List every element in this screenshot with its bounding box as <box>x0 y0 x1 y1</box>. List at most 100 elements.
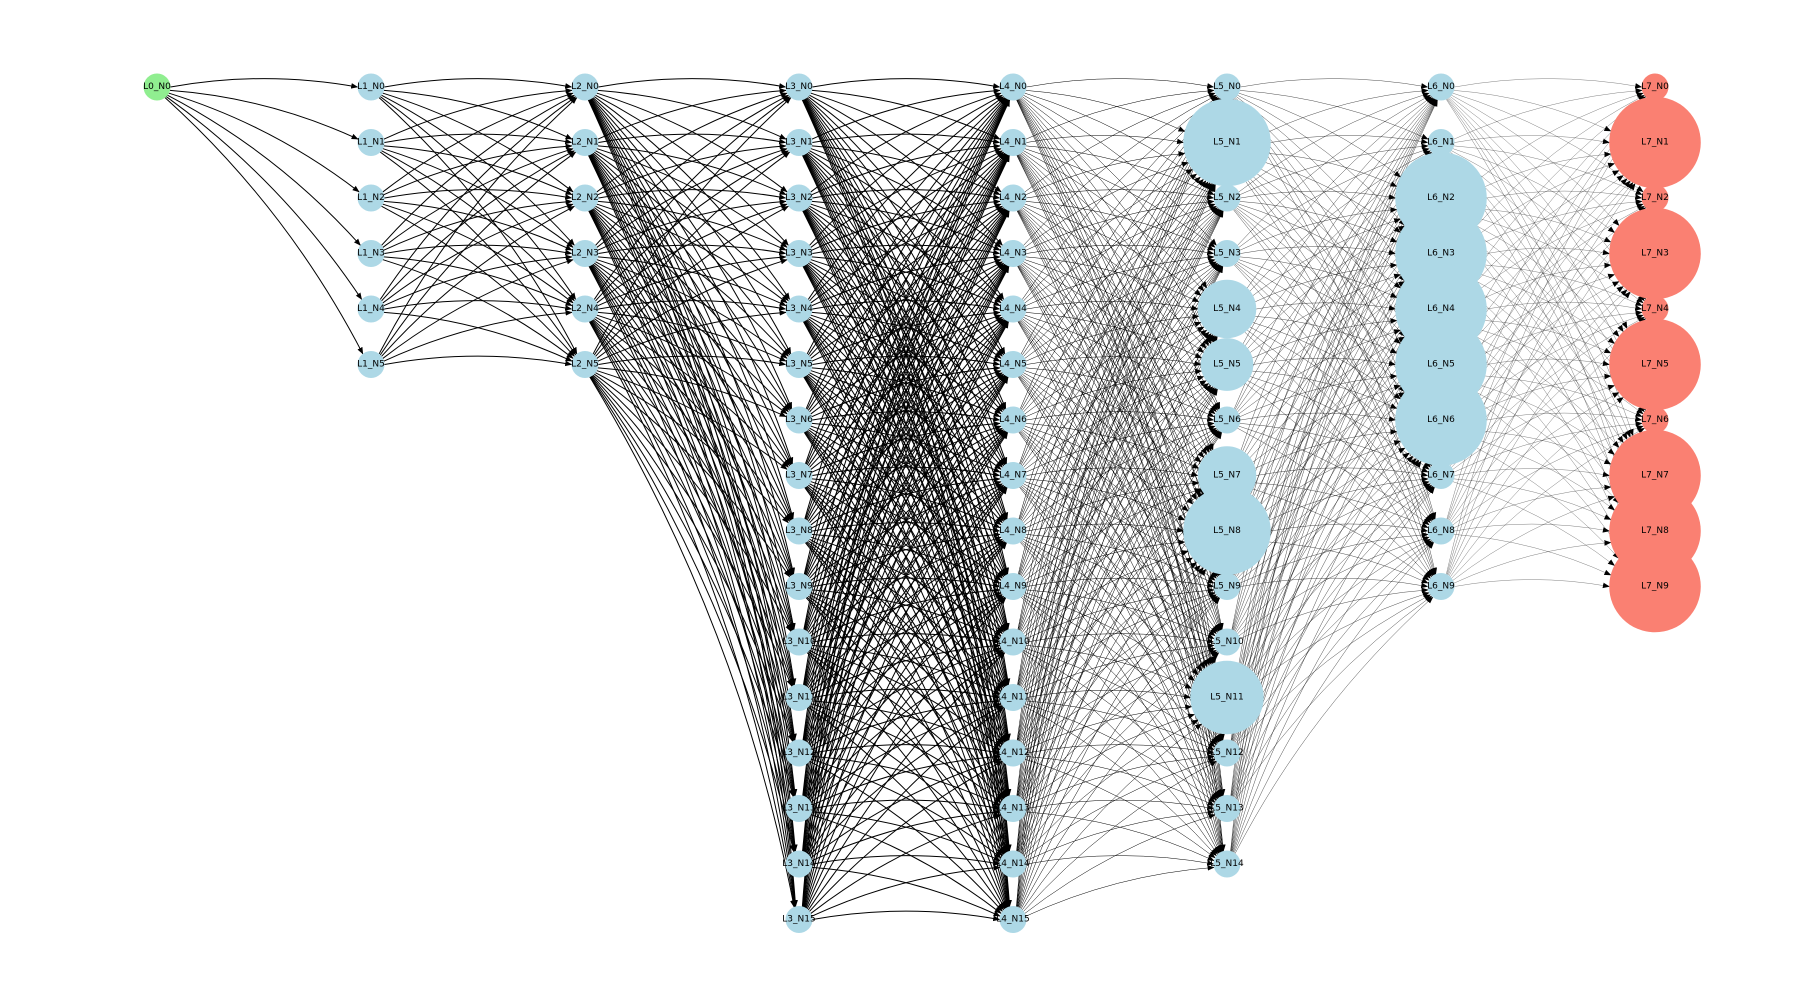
edge-L5_N11-to-L6_N2 <box>1241 239 1424 664</box>
edge-L4_N12-to-L5_N5 <box>1019 387 1215 742</box>
edge-L3_N14-to-L4_N12 <box>810 758 1002 859</box>
node-circle-L1_N4 <box>357 295 385 323</box>
edge-L2_N5-to-L3_N3 <box>596 258 788 359</box>
edge-L3_N8-to-L4_N11 <box>809 538 1003 690</box>
node-circle-L3_N5 <box>785 351 813 378</box>
edge-L2_N4-to-L3_N10 <box>591 319 793 632</box>
edge-L5_N9-to-L6_N8 <box>1239 532 1429 584</box>
edge-L5_N14-to-L6_N1 <box>1230 154 1438 852</box>
edge-L4_N1-to-L5_N11 <box>1017 154 1216 664</box>
edge-L4_N14-to-L5_N5 <box>1018 388 1217 852</box>
edge-L3_N4-to-L4_N13 <box>803 320 1010 797</box>
edge-L5_N1-to-L6_N0 <box>1269 88 1429 132</box>
node-L6_N8: L6_N8 <box>1427 517 1455 545</box>
edge-L3_N1-to-L4_N12 <box>803 154 1011 741</box>
edge-L2_N5-to-L3_N5 <box>598 355 787 367</box>
edge-L3_N11-to-L4_N15 <box>807 706 1005 911</box>
edge-L3_N14-to-L4_N14 <box>812 855 1001 866</box>
edge-L3_N15-to-L4_N6 <box>803 431 1009 908</box>
edge-L1_N2-to-L2_N5 <box>381 205 575 357</box>
edge-L1_N3-to-L2_N3 <box>384 244 573 256</box>
node-circle-L2_N3 <box>571 240 599 267</box>
node-circle-L3_N11 <box>785 684 813 711</box>
node-circle-L4_N1 <box>999 129 1027 156</box>
edge-L0_N0-to-L1_N1 <box>169 89 359 140</box>
edge-L4_N8-to-L5_N2 <box>1020 208 1221 520</box>
edge-L3_N4-to-L4_N0 <box>807 96 1005 300</box>
edge-L4_N15-to-L5_N11 <box>1022 723 1203 911</box>
node-circle-L6_N7 <box>1427 462 1455 489</box>
edge-L3_N7-to-L4_N0 <box>805 98 1007 465</box>
edge-L1_N2-to-L2_N4 <box>382 203 574 304</box>
edge-L5_N7-to-L6_N4 <box>1249 336 1406 458</box>
edge-L5_N13-to-L6_N9 <box>1236 595 1433 799</box>
edge-L4_N1-to-L5_N0 <box>1025 88 1215 140</box>
edge-L3_N9-to-L4_N8 <box>811 532 1001 584</box>
edge-L4_N12-to-L5_N13 <box>1025 756 1215 806</box>
edge-L3_N10-to-L4_N10 <box>812 633 1001 644</box>
edge-L3_N10-to-L4_N5 <box>806 374 1006 632</box>
edge-L4_N12-to-L5_N7 <box>1020 498 1210 743</box>
node-circle-L3_N10 <box>785 628 813 656</box>
edge-L6_N4-to-L7_N4 <box>1486 301 1643 311</box>
edge-L2_N3-to-L3_N11 <box>590 265 795 686</box>
edge-L4_N12-to-L5_N10 <box>1024 647 1216 748</box>
edge-L4_N5-to-L5_N14 <box>1018 376 1224 853</box>
edge-L5_N4-to-L6_N8 <box>1247 329 1432 522</box>
edge-L4_N5-to-L5_N10 <box>1020 374 1220 632</box>
edge-L5_N3-to-L6_N0 <box>1237 94 1431 246</box>
edge-L3_N5-to-L4_N5 <box>812 355 1001 367</box>
edge-L5_N5-to-L6_N5 <box>1253 357 1396 367</box>
edge-L5_N6-to-L6_N9 <box>1237 428 1431 579</box>
edge-L4_N5-to-L5_N11 <box>1020 375 1208 668</box>
edge-L1_N0-to-L2_N2 <box>382 92 574 193</box>
edge-L3_N12-to-L4_N4 <box>804 320 1008 742</box>
edge-L1_N3-to-L2_N5 <box>382 259 574 359</box>
edge-L3_N13-to-L4_N5 <box>804 376 1008 797</box>
edge-L4_N13-to-L5_N10 <box>1023 649 1217 801</box>
edge-L2_N4-to-L3_N4 <box>598 300 787 311</box>
edge-L3_N2-to-L4_N1 <box>811 143 1001 196</box>
edge-L5_N2-to-L6_N3 <box>1239 201 1398 243</box>
edge-L4_N14-to-L5_N11 <box>1023 719 1199 856</box>
edge-L4_N11-to-L5_N11 <box>1026 689 1191 700</box>
edge-L3_N14-to-L4_N0 <box>802 99 1010 852</box>
edge-L3_N2-to-L4_N13 <box>803 210 1011 797</box>
node-circle-L3_N1 <box>785 129 813 156</box>
edge-L5_N12-to-L6_N1 <box>1231 154 1437 741</box>
edge-L6_N3-to-L7_N3 <box>1486 247 1610 256</box>
edge-L4_N10-to-L5_N12 <box>1024 647 1216 748</box>
edge-L3_N11-to-L4_N13 <box>810 703 1002 803</box>
edge-L2_N4-to-L3_N5 <box>597 311 787 362</box>
edge-L4_N5-to-L5_N13 <box>1018 376 1223 797</box>
edge-L3_N10-to-L4_N8 <box>810 536 1002 637</box>
edge-L3_N9-to-L4_N2 <box>805 209 1007 576</box>
edge-L6_N2-to-L7_N3 <box>1485 209 1612 243</box>
edge-L4_N11-to-L5_N7 <box>1022 496 1208 689</box>
edge-L5_N5-to-L6_N2 <box>1247 225 1406 349</box>
edge-L6_N5-to-L7_N8 <box>1476 392 1620 504</box>
edge-L2_N1-to-L3_N4 <box>595 150 789 302</box>
node-circle-L1_N0 <box>357 73 385 101</box>
edge-L5_N13-to-L6_N5 <box>1232 405 1422 797</box>
edge-L4_N11-to-L5_N14 <box>1023 705 1217 857</box>
edge-L4_N10-to-L5_N6 <box>1022 429 1219 633</box>
edge-L4_N7-to-L5_N7 <box>1026 467 1199 478</box>
edge-L1_N5-to-L2_N0 <box>378 97 578 355</box>
edge-L4_N12-to-L5_N9 <box>1023 594 1217 745</box>
edge-L6_N5-to-L7_N6 <box>1485 375 1643 417</box>
edge-L3_N5-to-L4_N4 <box>811 310 1001 362</box>
edge-L3_N2-to-L4_N2 <box>812 189 1001 200</box>
edge-L3_N9-to-L4_N11 <box>810 592 1002 692</box>
edge-L2_N5-to-L3_N6 <box>597 367 787 418</box>
edge-L1_N1-to-L2_N1 <box>384 133 573 145</box>
edge-L3_N1-to-L4_N7 <box>805 153 1007 465</box>
edge-L3_N3-to-L4_N14 <box>803 265 1011 852</box>
edge-L2_N4-to-L3_N3 <box>597 254 787 307</box>
edge-L4_N15-to-L5_N12 <box>1023 760 1217 912</box>
edge-L2_N5-to-L3_N8 <box>595 372 789 524</box>
edge-L5_N1-to-L6_N1 <box>1270 135 1429 145</box>
node-circle-L5_N1 <box>1183 98 1271 187</box>
edge-L2_N0-to-L3_N12 <box>588 99 797 741</box>
